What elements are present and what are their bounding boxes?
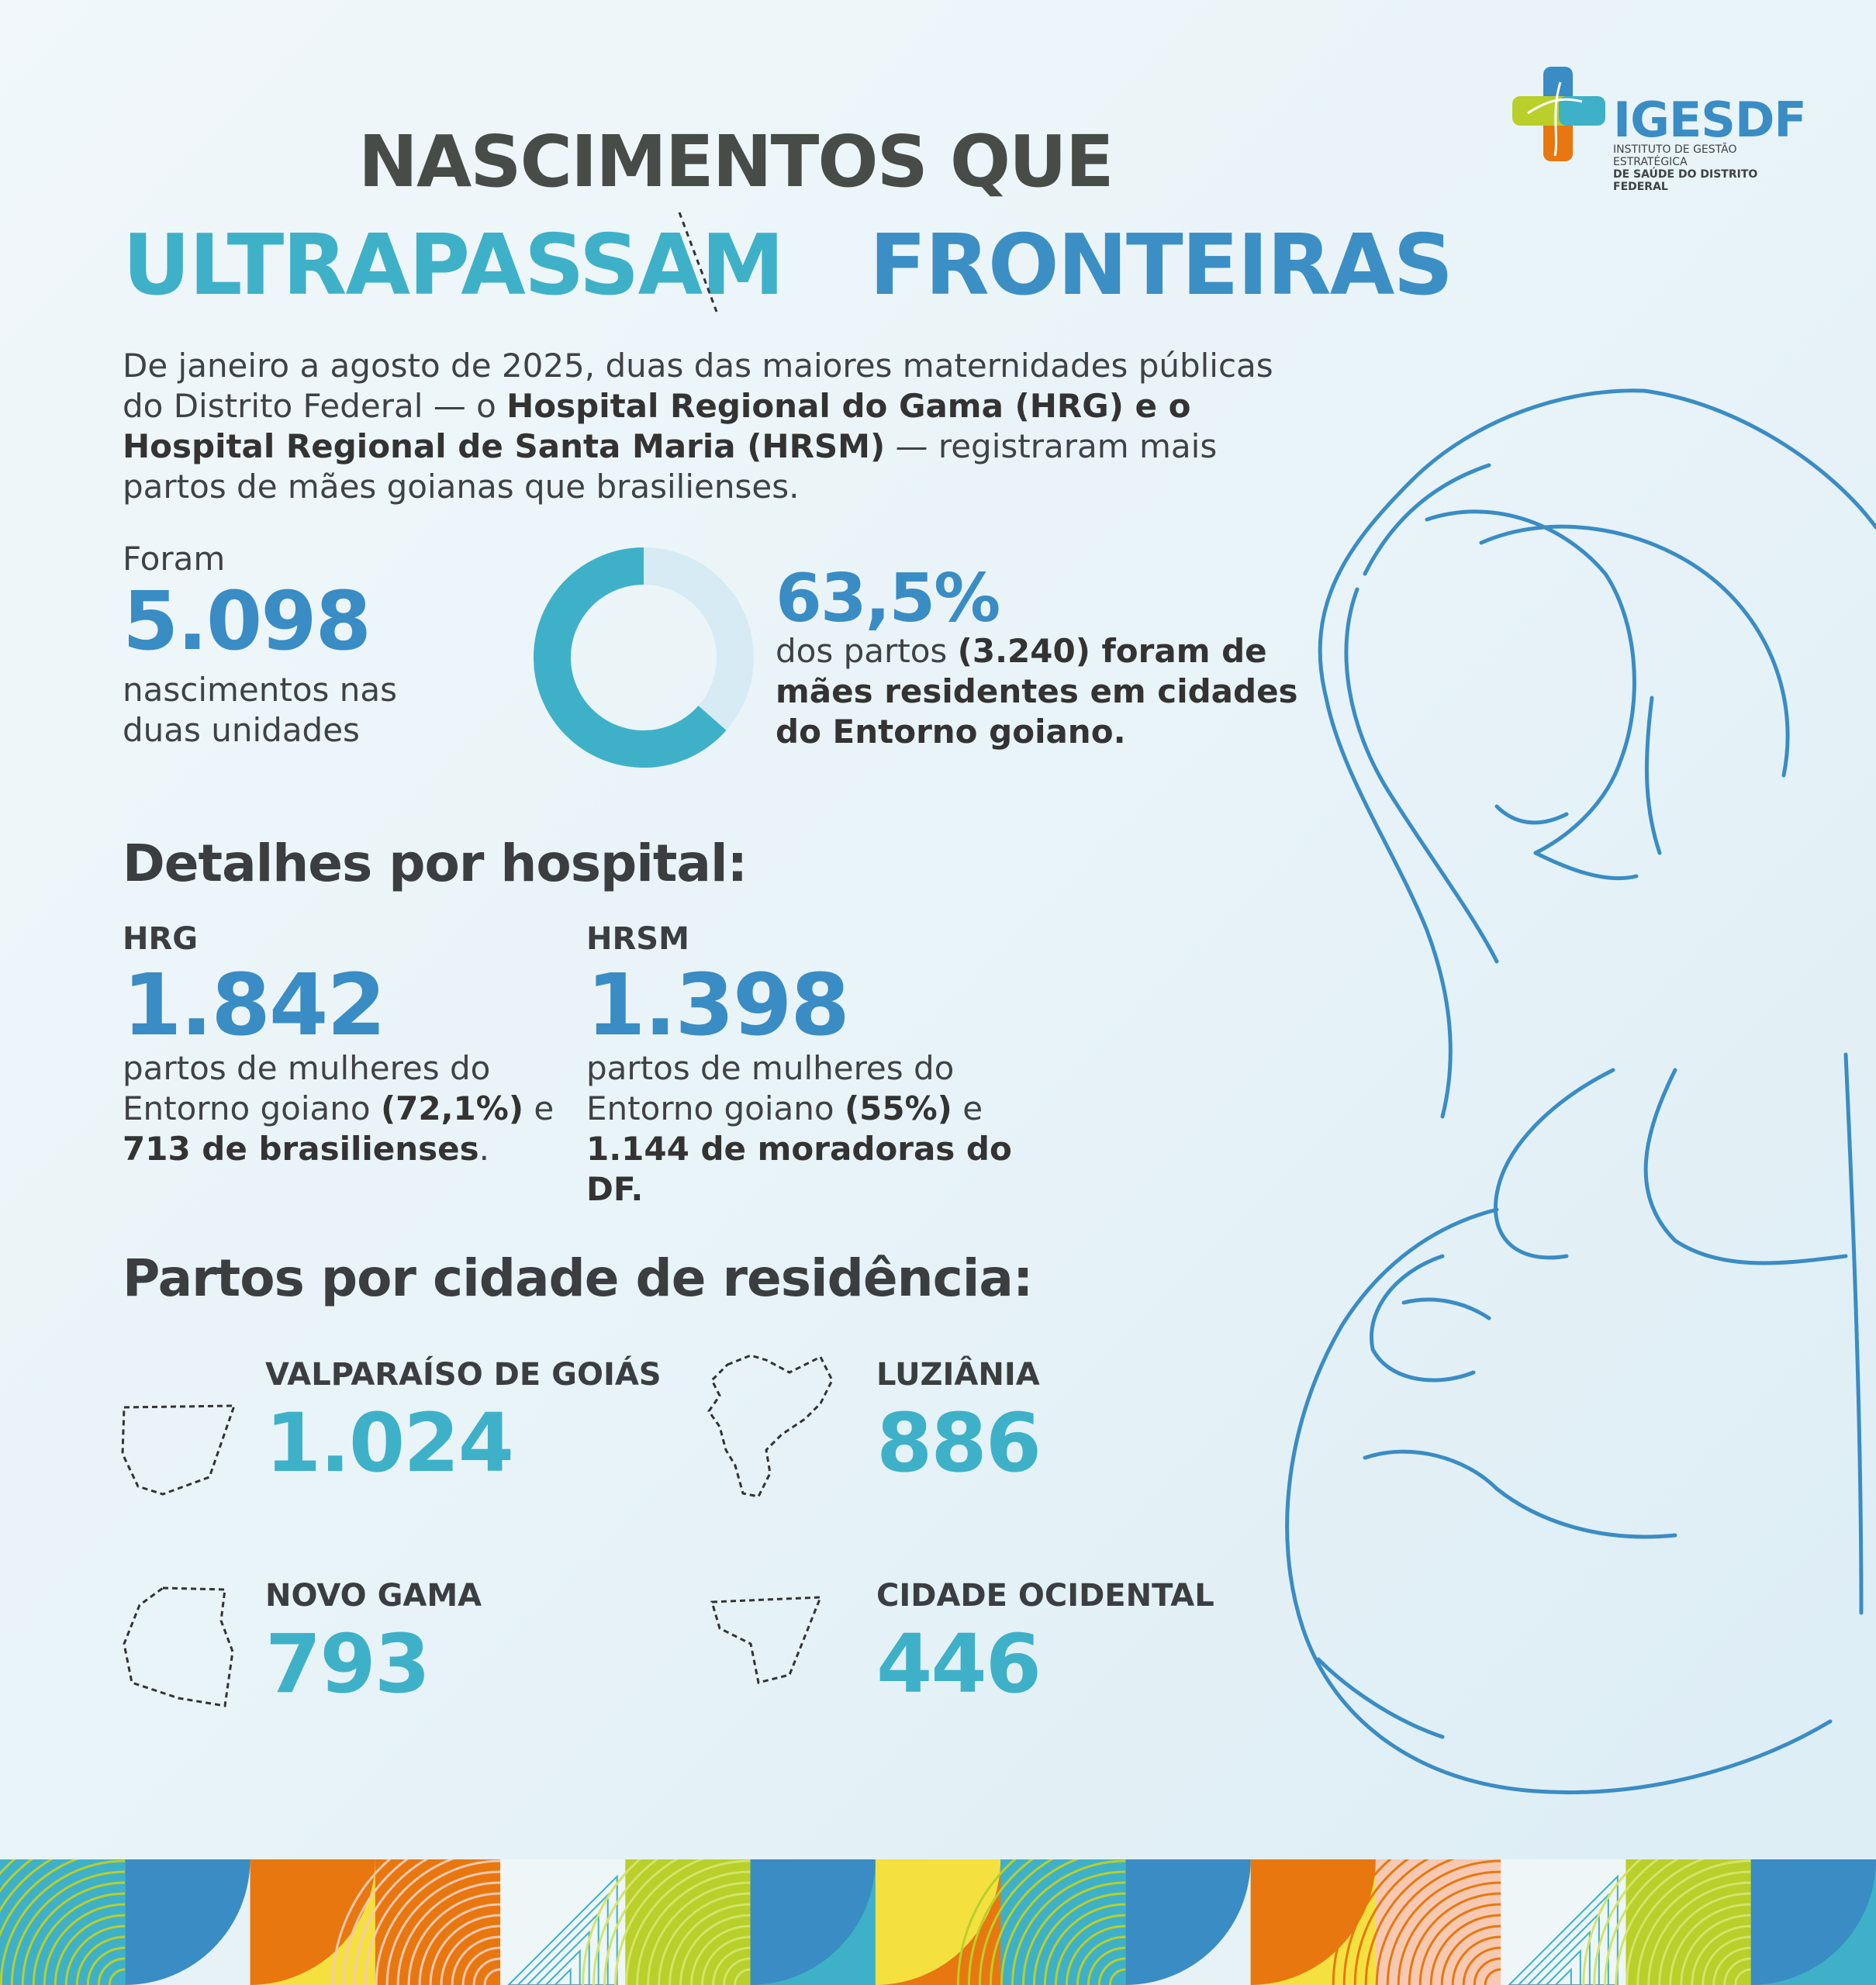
intro-text-2: — registraram mais partos de mães goiana…	[123, 427, 1218, 506]
logo-subtitle-line1: INSTITUTO DE GESTÃO ESTRATÉGICA	[1613, 143, 1737, 168]
luziania-map-outline-icon	[707, 1354, 834, 1498]
pattern-tile	[1750, 1859, 1876, 1985]
pattern-tile	[331, 1859, 502, 1985]
pattern-tile	[582, 1859, 751, 1985]
valparaiso-map-outline-icon	[121, 1404, 237, 1496]
city-name-cidade-ocidental: CIDADE OCIDENTAL	[876, 1578, 1214, 1614]
hrg-bold-2: 713 de brasilienses	[123, 1130, 479, 1168]
decorative-pattern-strip	[0, 1859, 1876, 1985]
hrg-text-3: .	[479, 1130, 490, 1168]
hrsm-bold-2: 1.144 de moradoras do DF.	[586, 1130, 1012, 1208]
cidade-ocidental-map-outline-icon	[710, 1596, 823, 1684]
entorno-percent: 63,5%	[776, 560, 1000, 637]
entorno-description: dos partos (3.240) foram de mães residen…	[776, 631, 1303, 752]
pattern-tile	[956, 1859, 1127, 1985]
hrg-label: HRG	[123, 921, 199, 957]
pattern-tile	[1125, 1859, 1252, 1985]
total-value: 5.098	[123, 574, 371, 668]
hrsm-bold-1: (55%)	[844, 1089, 952, 1127]
pattern-tile	[0, 1859, 126, 1985]
entorno-bold: (3.240) foram de mães residentes em cida…	[776, 632, 1298, 751]
hrsm-value: 1.398	[586, 955, 850, 1055]
hrsm-text-1: partos de mulheres do Entorno goiano	[586, 1049, 955, 1127]
hrsm-description: partos de mulheres do Entorno goiano (55…	[586, 1048, 1021, 1210]
title-line2: ULTRAPASSAM FRONTEIRAS	[123, 217, 1453, 314]
logo-subtitle-line2: DE SAÚDE DO DISTRITO FEDERAL	[1613, 168, 1758, 193]
donut-chart	[534, 547, 754, 768]
city-value-novo-gama: 793	[265, 1617, 430, 1711]
hrg-description: partos de mulheres do Entorno goiano (72…	[123, 1048, 557, 1169]
city-name-valparaiso: VALPARAÍSO DE GOIÁS	[265, 1357, 662, 1393]
city-value-cidade-ocidental: 446	[876, 1617, 1042, 1711]
logo-name: IGESDF	[1613, 91, 1807, 148]
total-description: nascimentos nas duas unidades	[123, 671, 398, 749]
intro-bold: Hospital Regional do Gama (HRG) e o Hosp…	[123, 387, 1191, 465]
title-line1: NASCIMENTOS QUE	[358, 120, 1114, 203]
title-word-fronteiras: FRONTEIRAS	[869, 217, 1453, 314]
hrg-value: 1.842	[123, 955, 386, 1055]
intro-text-1: De janeiro a agosto de 2025, duas das ma…	[123, 347, 1273, 425]
city-value-valparaiso: 1.024	[265, 1396, 514, 1490]
total-label: Foram	[123, 540, 226, 578]
city-name-luziania: LUZIÂNIA	[876, 1357, 1040, 1393]
igesdf-logo-icon	[1512, 67, 1605, 161]
city-heading: Partos por cidade de residência:	[123, 1248, 1033, 1308]
hrg-bold-1: (72,1%)	[380, 1089, 524, 1127]
pattern-tile	[1332, 1859, 1502, 1985]
hrg-text-1: partos de mulheres do Entorno goiano	[123, 1049, 491, 1127]
pattern-tile	[750, 1859, 876, 1985]
donut-arc-entorno	[534, 547, 727, 768]
hrg-text-2: e	[523, 1089, 555, 1127]
dashed-border-line-icon	[678, 212, 718, 312]
pattern-tile	[1582, 1859, 1752, 1985]
logo-subtitle: INSTITUTO DE GESTÃO ESTRATÉGICA DE SAÚDE…	[1613, 143, 1799, 193]
pregnant-woman-line-art-icon	[1285, 388, 1876, 1795]
title-word-ultrapassam: ULTRAPASSAM	[123, 217, 785, 314]
intro-paragraph: De janeiro a agosto de 2025, duas das ma…	[123, 346, 1301, 507]
hrsm-text-2: e	[952, 1089, 983, 1127]
hospital-heading: Detalhes por hospital:	[123, 834, 748, 893]
city-name-novo-gama: NOVO GAMA	[265, 1578, 482, 1614]
pattern-tile	[125, 1859, 251, 1985]
city-value-luziania: 886	[876, 1396, 1042, 1490]
novo-gama-map-outline-icon	[123, 1586, 234, 1707]
entorno-text: dos partos	[776, 632, 958, 670]
hrsm-label: HRSM	[586, 921, 689, 957]
